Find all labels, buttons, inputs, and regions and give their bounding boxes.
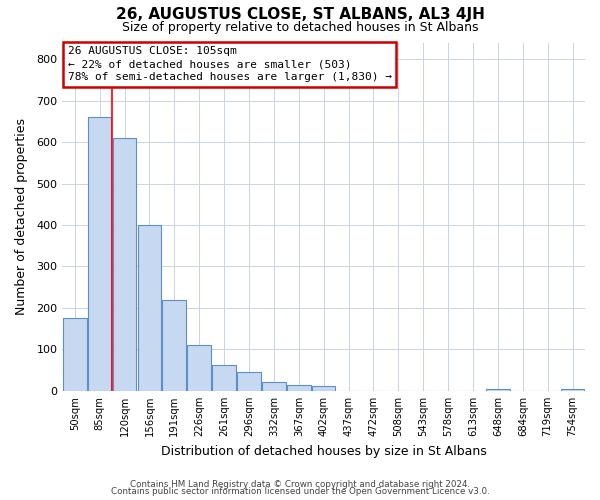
Bar <box>212 365 236 391</box>
Text: 26 AUGUSTUS CLOSE: 105sqm
← 22% of detached houses are smaller (503)
78% of semi: 26 AUGUSTUS CLOSE: 105sqm ← 22% of detac… <box>68 46 392 82</box>
Bar <box>163 300 186 391</box>
Bar <box>63 318 86 391</box>
Bar <box>88 117 112 391</box>
Y-axis label: Number of detached properties: Number of detached properties <box>15 118 28 315</box>
Bar <box>113 138 136 391</box>
Text: Contains public sector information licensed under the Open Government Licence v3: Contains public sector information licen… <box>110 487 490 496</box>
Bar <box>262 382 286 391</box>
Text: Size of property relative to detached houses in St Albans: Size of property relative to detached ho… <box>122 21 478 34</box>
Text: Contains HM Land Registry data © Crown copyright and database right 2024.: Contains HM Land Registry data © Crown c… <box>130 480 470 489</box>
Bar <box>486 389 510 391</box>
Bar <box>237 372 261 391</box>
X-axis label: Distribution of detached houses by size in St Albans: Distribution of detached houses by size … <box>161 444 487 458</box>
Bar <box>287 384 311 391</box>
Text: 26, AUGUSTUS CLOSE, ST ALBANS, AL3 4JH: 26, AUGUSTUS CLOSE, ST ALBANS, AL3 4JH <box>116 8 484 22</box>
Bar <box>137 225 161 391</box>
Bar <box>312 386 335 391</box>
Bar <box>561 389 584 391</box>
Bar <box>187 346 211 391</box>
